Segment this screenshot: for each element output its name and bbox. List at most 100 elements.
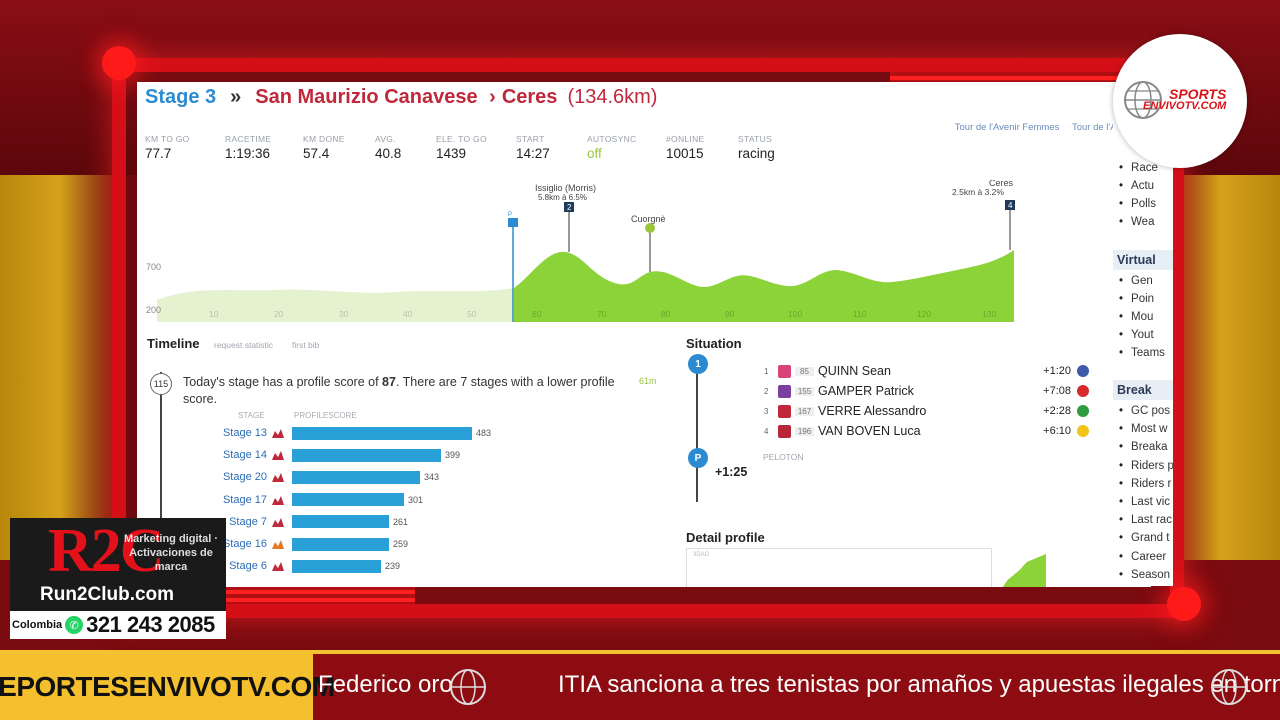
profile-score-value: 483 bbox=[476, 428, 492, 438]
timeline-title: Timeline bbox=[147, 336, 200, 351]
stage-link[interactable]: Stage 6 bbox=[229, 560, 267, 573]
climb-3-detail: 2.5km à 3.2% bbox=[952, 187, 1004, 197]
x-label: 50 bbox=[467, 309, 477, 319]
sidebar-item-actu[interactable]: Actu bbox=[1119, 180, 1154, 192]
stage-link[interactable]: Stage 13 bbox=[222, 427, 267, 439]
x-axis-labels: 10 20 30 40 50 60 70 80 90 100 110 120 1… bbox=[209, 309, 996, 319]
rider-gap: +6:10 bbox=[1043, 425, 1071, 437]
stage-type-icon bbox=[272, 517, 284, 527]
sidebar-item-teams[interactable]: Teams bbox=[1119, 347, 1165, 359]
country-flag-icon bbox=[1077, 405, 1089, 417]
stat-label: AVG. bbox=[375, 134, 396, 144]
sidebar-item-break[interactable]: Breaka bbox=[1119, 441, 1167, 453]
situation-line bbox=[696, 360, 698, 502]
y-label-200: 200 bbox=[146, 305, 161, 315]
rider-gap: +7:08 bbox=[1043, 385, 1071, 397]
profile-score-value: 87 bbox=[382, 375, 396, 389]
sidebar-item-mountain[interactable]: Mou bbox=[1119, 311, 1153, 323]
video-frame bbox=[112, 58, 1184, 618]
stage-profile-chart[interactable]: P 2 Issiglio (Morris) 5.8km à 6.5% Cuorg… bbox=[137, 180, 1027, 330]
timeline-entry-text: Today's stage has a profile score of 87.… bbox=[183, 374, 633, 408]
sidebar-item-break[interactable]: Last rac bbox=[1119, 514, 1172, 526]
stat-autosync[interactable]: AUTOSYNC off bbox=[587, 134, 666, 161]
sidebar-item-break[interactable]: Most w bbox=[1119, 423, 1167, 435]
x-label: 130 bbox=[982, 309, 996, 319]
timeline-km-badge: 115 bbox=[150, 373, 172, 395]
stage-link[interactable]: Stage 7 bbox=[229, 515, 267, 528]
link-tour-avenir-femmes[interactable]: Tour de l'Avenir Femmes bbox=[954, 122, 1060, 133]
request-statistic-link[interactable]: request statistic bbox=[214, 340, 274, 350]
sidebar-item-break[interactable]: Season bbox=[1119, 569, 1170, 581]
sidebar-item-break[interactable]: Riders p bbox=[1119, 460, 1173, 472]
detail-profile-chart[interactable]: 3DAG bbox=[686, 548, 992, 587]
rider-bib: 155 bbox=[795, 386, 814, 396]
ad-phone: 321 243 2085 bbox=[86, 612, 215, 637]
rider-row[interactable]: 3 167 VERRE Alessandro +2:28 bbox=[764, 402, 1089, 420]
sidebar-item-race[interactable]: Race bbox=[1119, 162, 1158, 174]
sidebar-head-break: Break bbox=[1113, 380, 1173, 400]
stage-link[interactable]: Stage 20 bbox=[222, 471, 267, 484]
sidebar-item-break[interactable]: Riders r bbox=[1119, 478, 1171, 490]
sidebar-item-break[interactable]: GC pos bbox=[1119, 405, 1170, 417]
stage-link[interactable]: Stage 17 bbox=[222, 493, 267, 506]
profile-score-row: Stage 16 259 bbox=[207, 535, 408, 553]
rider-row[interactable]: 4 196 VAN BOVEN Luca +6:10 bbox=[764, 422, 1089, 440]
stat-label: RACETIME bbox=[225, 134, 272, 144]
sportsenvivotv-logo: SPORTS ENVIVOTV.COM bbox=[1113, 34, 1247, 168]
stat-label: KM DONE bbox=[303, 134, 345, 144]
stage-distance: (134.6km) bbox=[567, 86, 658, 108]
ad-site: Run2Club.com bbox=[40, 584, 175, 605]
stat-value: 1439 bbox=[436, 146, 467, 161]
first-bib-link[interactable]: first bib bbox=[292, 340, 320, 350]
col-profilescore-header: PROFILESCORE bbox=[294, 411, 357, 420]
country-flag-icon bbox=[1077, 365, 1089, 377]
globe-icon bbox=[450, 669, 486, 705]
x-label: 100 bbox=[788, 309, 802, 319]
rider-row[interactable]: 2 155 GAMPER Patrick +7:08 bbox=[764, 382, 1089, 400]
stage-type-icon bbox=[272, 473, 284, 483]
jersey-icon bbox=[778, 404, 791, 418]
sidebar-item-gen[interactable]: Gen bbox=[1119, 275, 1153, 287]
stat-avg: AVG. 40.8 bbox=[375, 134, 436, 161]
stage-link[interactable]: Stage 16 bbox=[222, 538, 267, 550]
rider-bib: 167 bbox=[795, 406, 814, 416]
sidebar-item-polls[interactable]: Polls bbox=[1119, 198, 1156, 210]
decor-dot-top-left bbox=[102, 46, 136, 80]
x-label: 90 bbox=[725, 309, 735, 319]
x-label: 30 bbox=[339, 309, 349, 319]
sidebar-item-weather[interactable]: Wea bbox=[1119, 216, 1154, 228]
ad-phone-row: Colombia ✆ 321 243 2085 bbox=[10, 611, 226, 639]
sidebar-item-youth[interactable]: Yout bbox=[1119, 329, 1154, 341]
rider-name[interactable]: QUINN Sean bbox=[818, 364, 891, 378]
stat-label: AUTOSYNC bbox=[587, 134, 637, 144]
climb-1-cat-box bbox=[564, 202, 574, 212]
stage-link[interactable]: Stage 14 bbox=[222, 449, 267, 462]
stage-label[interactable]: Stage 3 bbox=[145, 86, 217, 108]
x-label: 120 bbox=[917, 309, 931, 319]
sidebar-item-break[interactable]: Last vic bbox=[1119, 496, 1170, 508]
stat-value: 77.7 bbox=[145, 146, 172, 161]
stat-start: START 14:27 bbox=[516, 134, 587, 161]
rider-name[interactable]: GAMPER Patrick bbox=[818, 384, 914, 398]
sidebar-item-break[interactable]: Career bbox=[1119, 551, 1166, 563]
autosync-toggle[interactable]: off bbox=[587, 146, 602, 161]
sprint-marker-label: P bbox=[508, 212, 512, 218]
stat-status: STATUS racing bbox=[738, 134, 818, 161]
sidebar-item-points[interactable]: Poin bbox=[1119, 293, 1154, 305]
link-tour-avenir[interactable]: Tour de l'Avenir bbox=[1071, 122, 1137, 133]
profile-score-row: Stage 17 301 bbox=[207, 491, 423, 509]
rider-row[interactable]: 1 85 QUINN Sean +1:20 bbox=[764, 362, 1089, 380]
jersey-icon bbox=[778, 424, 791, 438]
rider-name[interactable]: VERRE Alessandro bbox=[818, 404, 927, 418]
sidebar-item-break[interactable]: Grand t bbox=[1119, 532, 1169, 544]
jersey-icon bbox=[778, 364, 791, 378]
stat-label: START bbox=[516, 134, 545, 144]
country-flag-icon bbox=[1077, 385, 1089, 397]
stage-header: Stage 3 » San Maurizio Canavese › Ceres (134… bbox=[145, 86, 657, 109]
rider-name[interactable]: VAN BOVEN Luca bbox=[818, 424, 921, 438]
ad-promo-text: Marketing digital · Activaciones de marc… bbox=[123, 533, 219, 573]
climb-1-cat: 2 bbox=[567, 203, 572, 212]
stage-finish: Ceres bbox=[501, 86, 558, 108]
globe-icon bbox=[1124, 81, 1162, 119]
profile-done-area bbox=[157, 288, 514, 322]
